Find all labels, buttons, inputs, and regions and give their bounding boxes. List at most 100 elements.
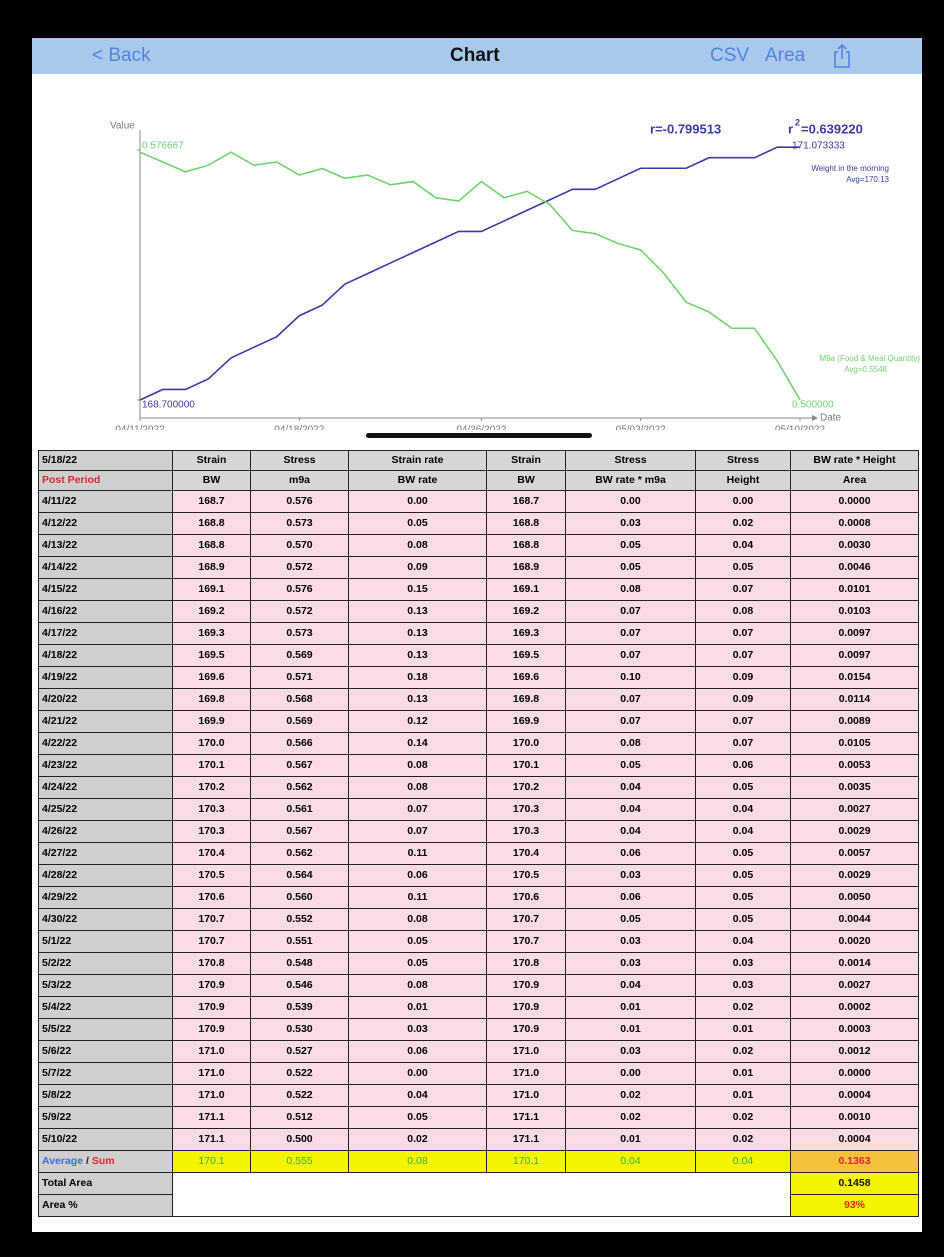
value-cell: 170.0 [486,732,566,755]
split-handle[interactable] [366,433,592,438]
value-cell: 0.567 [250,754,349,777]
value-cell: 0.572 [250,556,349,579]
value-cell: 0.03 [565,1040,696,1063]
value-cell: 0.06 [565,842,696,865]
nav-title: Chart [450,45,500,66]
y-tick-label: 171.073333 [792,141,845,152]
header-cell: Height [695,470,791,491]
value-cell: 0.03 [565,864,696,887]
value-cell: 0.562 [250,776,349,799]
date-cell: 4/15/22 [38,578,173,601]
legend-name: Weight in the morning [811,164,889,173]
average-label-part: / [85,1155,89,1167]
x-axis-label: Date [820,413,842,424]
legend-avg: Avg=0.5548 [844,365,887,374]
date-cell: 5/5/22 [38,1018,173,1041]
data-row: 4/28/22 170.5 0.564 0.06 170.5 0.03 0.05 0.0029 [38,864,919,887]
header-cell: Stress [250,450,349,471]
x-tick-label: 05/03/2022 [616,425,666,430]
date-cell: 4/22/22 [38,732,173,755]
value-cell: 0.04 [565,974,696,997]
value-cell: 0.06 [565,886,696,909]
value-cell: 0.05 [348,952,487,975]
date-cell: 5/6/22 [38,1040,173,1063]
value-cell: 0.0004 [790,1084,919,1107]
r-value: r=-0.799513 [650,121,721,136]
data-row: 5/2/22 170.8 0.548 0.05 170.8 0.03 0.03 0.0014 [38,952,919,975]
value-cell: 0.0101 [790,578,919,601]
value-cell: 0.0029 [790,820,919,843]
average-label-part: Average [42,1155,84,1167]
value-cell: 0.572 [250,600,349,623]
value-cell: 0.00 [348,490,487,513]
average-label: Average / Sum [38,1150,173,1173]
value-cell: 0.04 [695,798,791,821]
share-icon[interactable] [832,43,852,69]
value-cell: 168.7 [172,490,251,513]
data-row: 5/5/22 170.9 0.530 0.03 170.9 0.01 0.01 0.0003 [38,1018,919,1041]
value-cell: 0.00 [348,1062,487,1085]
value-cell: 0.0046 [790,556,919,579]
data-row: 5/6/22 171.0 0.527 0.06 171.0 0.03 0.02 0.0012 [38,1040,919,1063]
value-cell: 0.0012 [790,1040,919,1063]
value-cell: 0.02 [565,1106,696,1129]
series-line [139,151,801,401]
value-cell: 168.8 [172,534,251,557]
value-cell: 0.552 [250,908,349,931]
value-cell: 171.1 [172,1106,251,1129]
y-tick-label: 0.576667 [142,141,184,152]
csv-button[interactable]: CSV [710,45,750,66]
data-row: 5/1/22 170.7 0.551 0.05 170.7 0.03 0.04 0.0020 [38,930,919,953]
data-row: 4/18/22 169.5 0.569 0.13 169.5 0.07 0.07 0.0097 [38,644,919,667]
value-cell: 171.0 [172,1062,251,1085]
value-cell: 170.7 [172,930,251,953]
value-cell: 0.09 [695,666,791,689]
data-row: 4/21/22 169.9 0.569 0.12 169.9 0.07 0.07 0.0089 [38,710,919,733]
area-button[interactable]: Area [765,45,806,66]
total-label: Total Area [38,1172,173,1195]
percent-value: 93% [790,1194,919,1217]
value-cell: 0.05 [565,534,696,557]
value-cell: 0.08 [565,578,696,601]
value-cell: 169.5 [172,644,251,667]
value-cell: 168.7 [486,490,566,513]
value-cell: 0.08 [348,974,487,997]
value-cell: 0.0105 [790,732,919,755]
value-cell: 171.0 [486,1040,566,1063]
value-cell: 0.04 [695,534,791,557]
value-cell: 0.569 [250,644,349,667]
percent-row: Area % 93% [38,1194,919,1217]
data-row: 5/3/22 170.9 0.546 0.08 170.9 0.04 0.03 0.0027 [38,974,919,997]
value-cell: 0.03 [695,974,791,997]
value-cell: 0.08 [565,732,696,755]
value-cell: 170.6 [172,886,251,909]
value-cell: 0.0008 [790,512,919,535]
series-line [139,146,800,401]
date-cell: 4/11/22 [38,490,173,513]
value-cell: 0.01 [565,996,696,1019]
header-cell: BW [172,470,251,491]
value-cell: 170.9 [486,996,566,1019]
value-cell: 0.05 [348,512,487,535]
value-cell: 0.573 [250,512,349,535]
value-cell: 0.07 [565,710,696,733]
value-cell: 0.539 [250,996,349,1019]
value-cell: 0.0027 [790,974,919,997]
value-cell: 0.08 [348,908,487,931]
value-cell: 169.5 [486,644,566,667]
data-row: 5/9/22 171.1 0.512 0.05 171.1 0.02 0.02 0.0010 [38,1106,919,1129]
value-cell: 0.530 [250,1018,349,1041]
value-cell: 0.03 [565,952,696,975]
back-button[interactable]: < Back [92,45,151,66]
value-cell: 169.2 [172,600,251,623]
value-cell: 170.5 [486,864,566,887]
average-cell: 0.08 [348,1150,487,1173]
value-cell: 0.05 [695,886,791,909]
value-cell: 0.02 [695,1040,791,1063]
header-cell: BW rate * m9a [565,470,696,491]
value-cell: 0.07 [348,798,487,821]
value-cell: 0.548 [250,952,349,975]
value-cell: 0.11 [348,842,487,865]
value-cell: 0.0053 [790,754,919,777]
